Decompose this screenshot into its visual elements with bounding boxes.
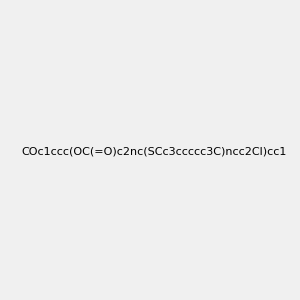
Text: COc1ccc(OC(=O)c2nc(SCc3ccccc3C)ncc2Cl)cc1: COc1ccc(OC(=O)c2nc(SCc3ccccc3C)ncc2Cl)cc… <box>21 146 286 157</box>
